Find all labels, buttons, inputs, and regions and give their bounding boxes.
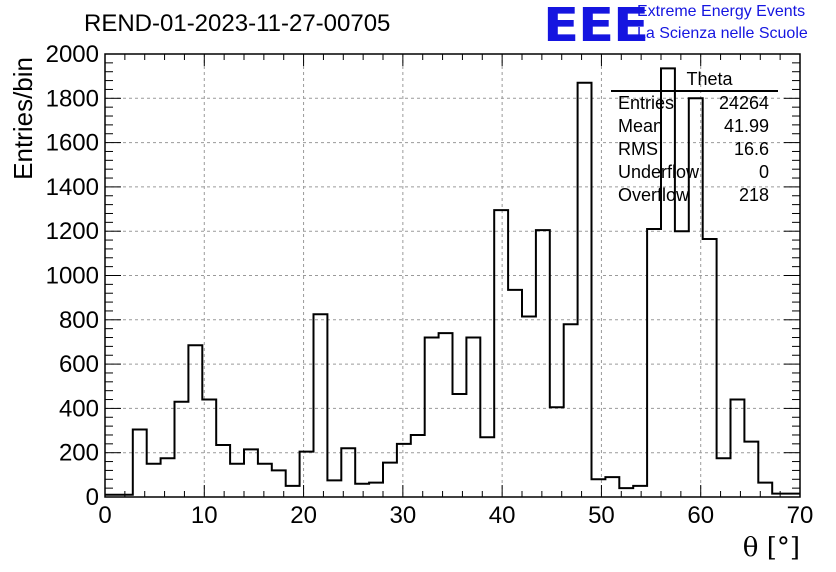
histogram-bin [147, 464, 161, 497]
y-tick-label: 1800 [46, 85, 99, 112]
histogram-bin [230, 464, 244, 497]
histogram-bin [480, 437, 494, 497]
stats-rows: Entries 24264 Mean 41.99 RMS 16.6 Underflow 0 Ov… [611, 92, 778, 207]
stats-row: Overflow 218 [611, 184, 778, 207]
y-tick-label: 1000 [46, 263, 99, 290]
histogram-bin [355, 484, 369, 497]
stats-value: 16.6 [733, 139, 769, 159]
histogram-bin [314, 314, 328, 497]
histogram-bin [466, 338, 480, 497]
axis-ticks [104, 53, 801, 498]
histogram-bin [133, 429, 147, 497]
stats-row: Entries 24264 [611, 92, 778, 115]
stats-row: Mean 41.99 [611, 115, 778, 138]
x-tick-label: 0 [98, 502, 111, 529]
histogram-bin [327, 480, 341, 497]
histogram-bin [508, 290, 522, 497]
histogram-bin [703, 239, 717, 497]
histogram-bin [161, 458, 175, 497]
histogram-bin [286, 486, 300, 497]
x-axis-label: θ [°] [743, 533, 800, 563]
x-tick-label: 50 [588, 502, 615, 529]
histogram-bin [216, 445, 230, 497]
histogram-bin [397, 444, 411, 497]
stats-title: Theta [611, 68, 778, 92]
y-tick-label: 2000 [46, 41, 99, 68]
logo-subtitle-2: La Scienza nelle Scuole [637, 25, 808, 42]
stats-box: Theta Entries 24264 Mean 41.99 RMS 16.6 Underf… [611, 68, 778, 207]
histogram-bin [731, 400, 745, 497]
chart-title: REND-01-2023-11-27-00705 [84, 10, 391, 37]
stats-row: RMS 16.6 [611, 138, 778, 161]
eee-logo: EEE [543, 0, 649, 52]
stats-label: Overflow [618, 185, 690, 205]
y-tick-label: 0 [86, 484, 99, 511]
y-tick-label: 400 [59, 395, 99, 422]
y-tick-label: 1600 [46, 130, 99, 157]
stats-label: Entries [618, 93, 675, 113]
histogram-outline [105, 67, 800, 496]
histogram-bin [411, 435, 425, 497]
stats-label: RMS [618, 139, 658, 159]
stats-label: Mean [618, 116, 664, 136]
x-tick-label: 40 [489, 502, 516, 529]
histogram-bin [494, 210, 508, 497]
stats-value: 41.99 [723, 116, 769, 136]
histogram-bin [425, 338, 439, 497]
histogram-bin [578, 83, 592, 497]
histogram-bin [550, 407, 564, 497]
y-tick-label: 1400 [46, 174, 99, 201]
x-tick-label: 20 [290, 502, 317, 529]
x-tick-label: 30 [390, 502, 417, 529]
y-tick-label: 600 [59, 351, 99, 378]
histogram-bin [258, 464, 272, 497]
histogram-bin [341, 448, 355, 497]
y-tick-label: 800 [59, 307, 99, 334]
stats-value: 0 [758, 162, 769, 182]
y-tick-label: 1200 [46, 218, 99, 245]
histogram-bin [383, 463, 397, 497]
histogram-bin [633, 486, 647, 497]
stats-row: Underflow 0 [611, 161, 778, 184]
histogram-bin [202, 400, 216, 497]
histogram-bin [522, 316, 536, 497]
histogram-bin [369, 483, 383, 497]
histogram-bin [675, 231, 689, 497]
x-tick-label: 10 [191, 502, 218, 529]
y-axis-label: Entries/bin [8, 57, 38, 180]
histogram-bin [605, 477, 619, 497]
stats-label: Underflow [618, 162, 700, 182]
histogram-bin [592, 479, 606, 497]
tick-labels: 0 10 20 30 40 50 60 70 0 200 400 600 800 1000 1200 1400… [46, 41, 814, 529]
y-tick-label: 200 [59, 440, 99, 467]
logo-subtitle-1: Extreme Energy Events [637, 3, 806, 20]
histogram-bin [564, 324, 578, 497]
histogram-bin [188, 345, 202, 497]
histogram-bin [300, 452, 314, 497]
histogram-bin [453, 394, 467, 497]
histogram-bin [439, 333, 453, 497]
histogram-bin [536, 230, 550, 497]
histogram-bin [175, 402, 189, 497]
grid-lines [105, 53, 800, 497]
histogram-bars [105, 67, 800, 497]
stats-value: 218 [738, 185, 769, 205]
x-tick-label: 70 [787, 502, 814, 529]
histogram-bin [244, 449, 258, 497]
histogram-bin [717, 458, 731, 497]
stats-value: 24264 [718, 93, 769, 113]
histogram-bin [744, 442, 758, 497]
histogram-bin [647, 229, 661, 497]
x-tick-label: 60 [687, 502, 714, 529]
